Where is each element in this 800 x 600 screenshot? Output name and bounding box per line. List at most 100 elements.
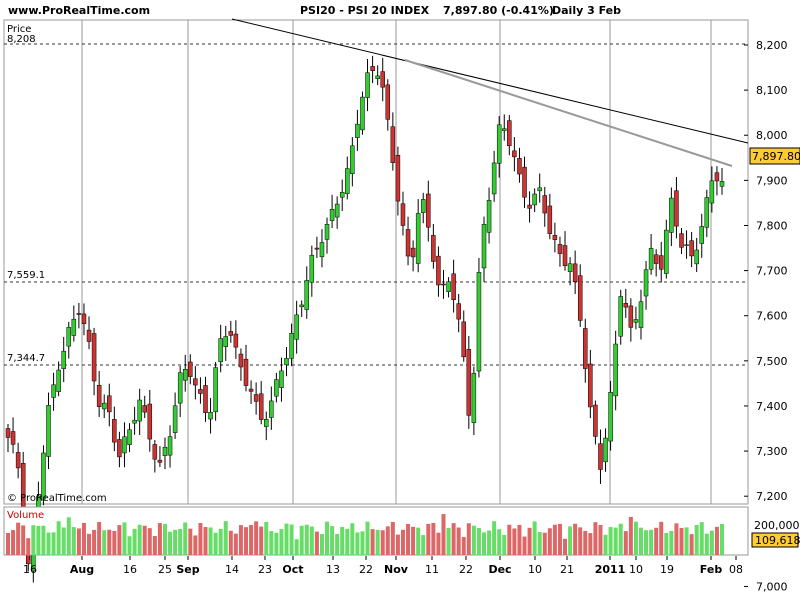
candle-body <box>188 361 193 377</box>
volume-bar <box>644 530 649 555</box>
candle-body <box>71 318 77 336</box>
volume-bar <box>709 530 714 555</box>
volume-bar <box>385 526 390 555</box>
x-tick-label: 22 <box>359 563 373 576</box>
candle-body <box>223 336 228 347</box>
volume-bar <box>198 523 203 555</box>
candle-body <box>264 419 269 427</box>
trendline-grey <box>404 59 733 167</box>
volume-bar <box>193 535 198 555</box>
volume-bar <box>689 534 694 555</box>
volume-bar <box>314 531 319 555</box>
candle-body <box>96 385 102 407</box>
x-tick-label: 19 <box>660 563 674 576</box>
volume-bar <box>218 528 223 555</box>
volume-bar <box>330 526 335 555</box>
candle-body <box>274 379 279 397</box>
candle-body <box>10 431 16 445</box>
price-tick-label: 7,300 <box>756 445 788 458</box>
volume-bar <box>613 527 618 555</box>
instrument-title: PSI20 - PSI 20 INDEX <box>300 4 430 17</box>
candle-body <box>142 405 147 413</box>
volume-bar <box>588 533 593 555</box>
watermark: © ProRealTime.com <box>7 493 107 504</box>
volume-bar <box>304 524 309 555</box>
candle-body <box>101 402 107 410</box>
candle-body <box>517 158 522 175</box>
volume-bar <box>720 524 724 555</box>
last-price-box <box>749 147 800 165</box>
candle-body <box>51 384 56 398</box>
price-axis: 8,200 8,100 8,000 7,900 7,800 7,700 7,600 7,500… <box>744 39 788 593</box>
candle-body <box>395 155 401 202</box>
volume-bar <box>122 522 127 555</box>
volume-bar <box>578 527 583 555</box>
x-tick-label: 25 <box>158 563 172 576</box>
volume-bar <box>168 531 173 555</box>
volume-bar <box>137 524 142 555</box>
volume-bar <box>563 538 568 555</box>
price-tick-label: 7,400 <box>756 400 788 413</box>
x-tick-label: 13 <box>326 563 340 576</box>
volume-bar <box>264 521 269 555</box>
candle-body <box>299 304 304 308</box>
candle-body <box>284 358 289 366</box>
candle-body <box>304 280 310 310</box>
price-tick-label: 7,000 <box>756 580 788 593</box>
volume-bar <box>71 527 76 555</box>
candle-body <box>598 443 603 470</box>
candle-body <box>375 75 380 79</box>
candle-body <box>532 193 537 206</box>
candle-body <box>709 180 715 204</box>
candles <box>5 55 725 583</box>
volume-bar <box>456 527 461 555</box>
volume-bar <box>542 532 547 555</box>
volume-bar <box>244 527 248 555</box>
x-tick-label: 14 <box>225 563 239 576</box>
volume-bar <box>16 522 21 555</box>
last-price-label: 7,897.80 <box>752 150 800 163</box>
volume-bar <box>289 524 294 555</box>
volume-bar <box>112 530 117 555</box>
volume-bar <box>228 530 233 555</box>
candle-body <box>572 263 578 283</box>
volume-bar <box>365 521 370 555</box>
candle-body <box>593 404 598 437</box>
volume-bar <box>451 523 456 555</box>
volume-bar <box>557 523 562 555</box>
last-volume-label: 109,618 <box>755 534 800 547</box>
candle-body <box>112 419 117 443</box>
volume-bar <box>628 516 633 555</box>
volume-bar <box>147 528 152 555</box>
candle-body <box>613 343 618 397</box>
volume-bar <box>223 521 228 555</box>
volume-bar <box>669 530 674 555</box>
volume-bar <box>51 532 56 555</box>
volume-panel-label: Volume <box>7 510 44 521</box>
candle-body <box>522 166 527 198</box>
volume-bar <box>694 524 699 555</box>
volume-bar <box>507 524 512 555</box>
candle-body <box>233 333 239 348</box>
candle-body <box>436 255 441 286</box>
volume-bar <box>188 528 193 555</box>
volume-bar <box>269 531 274 555</box>
volume-bar <box>152 536 157 555</box>
x-tick-label: Sep <box>176 563 199 576</box>
price-tick-label: 7,600 <box>756 310 788 323</box>
candle-body <box>162 446 168 456</box>
candle-body <box>213 367 218 413</box>
candle-body <box>486 199 492 233</box>
candle-body <box>385 84 391 120</box>
candle-body <box>172 405 178 433</box>
candle-body <box>228 331 234 336</box>
x-tick-label: Feb <box>700 563 723 576</box>
candle-body <box>147 403 153 440</box>
candle-body <box>218 338 223 363</box>
candle-body <box>603 437 608 463</box>
period-label: Daily 3 Feb <box>552 4 621 17</box>
volume-bar <box>325 521 330 555</box>
price-panel-label: Price <box>7 24 31 35</box>
candle-body <box>699 226 704 244</box>
candle-body <box>491 162 497 195</box>
